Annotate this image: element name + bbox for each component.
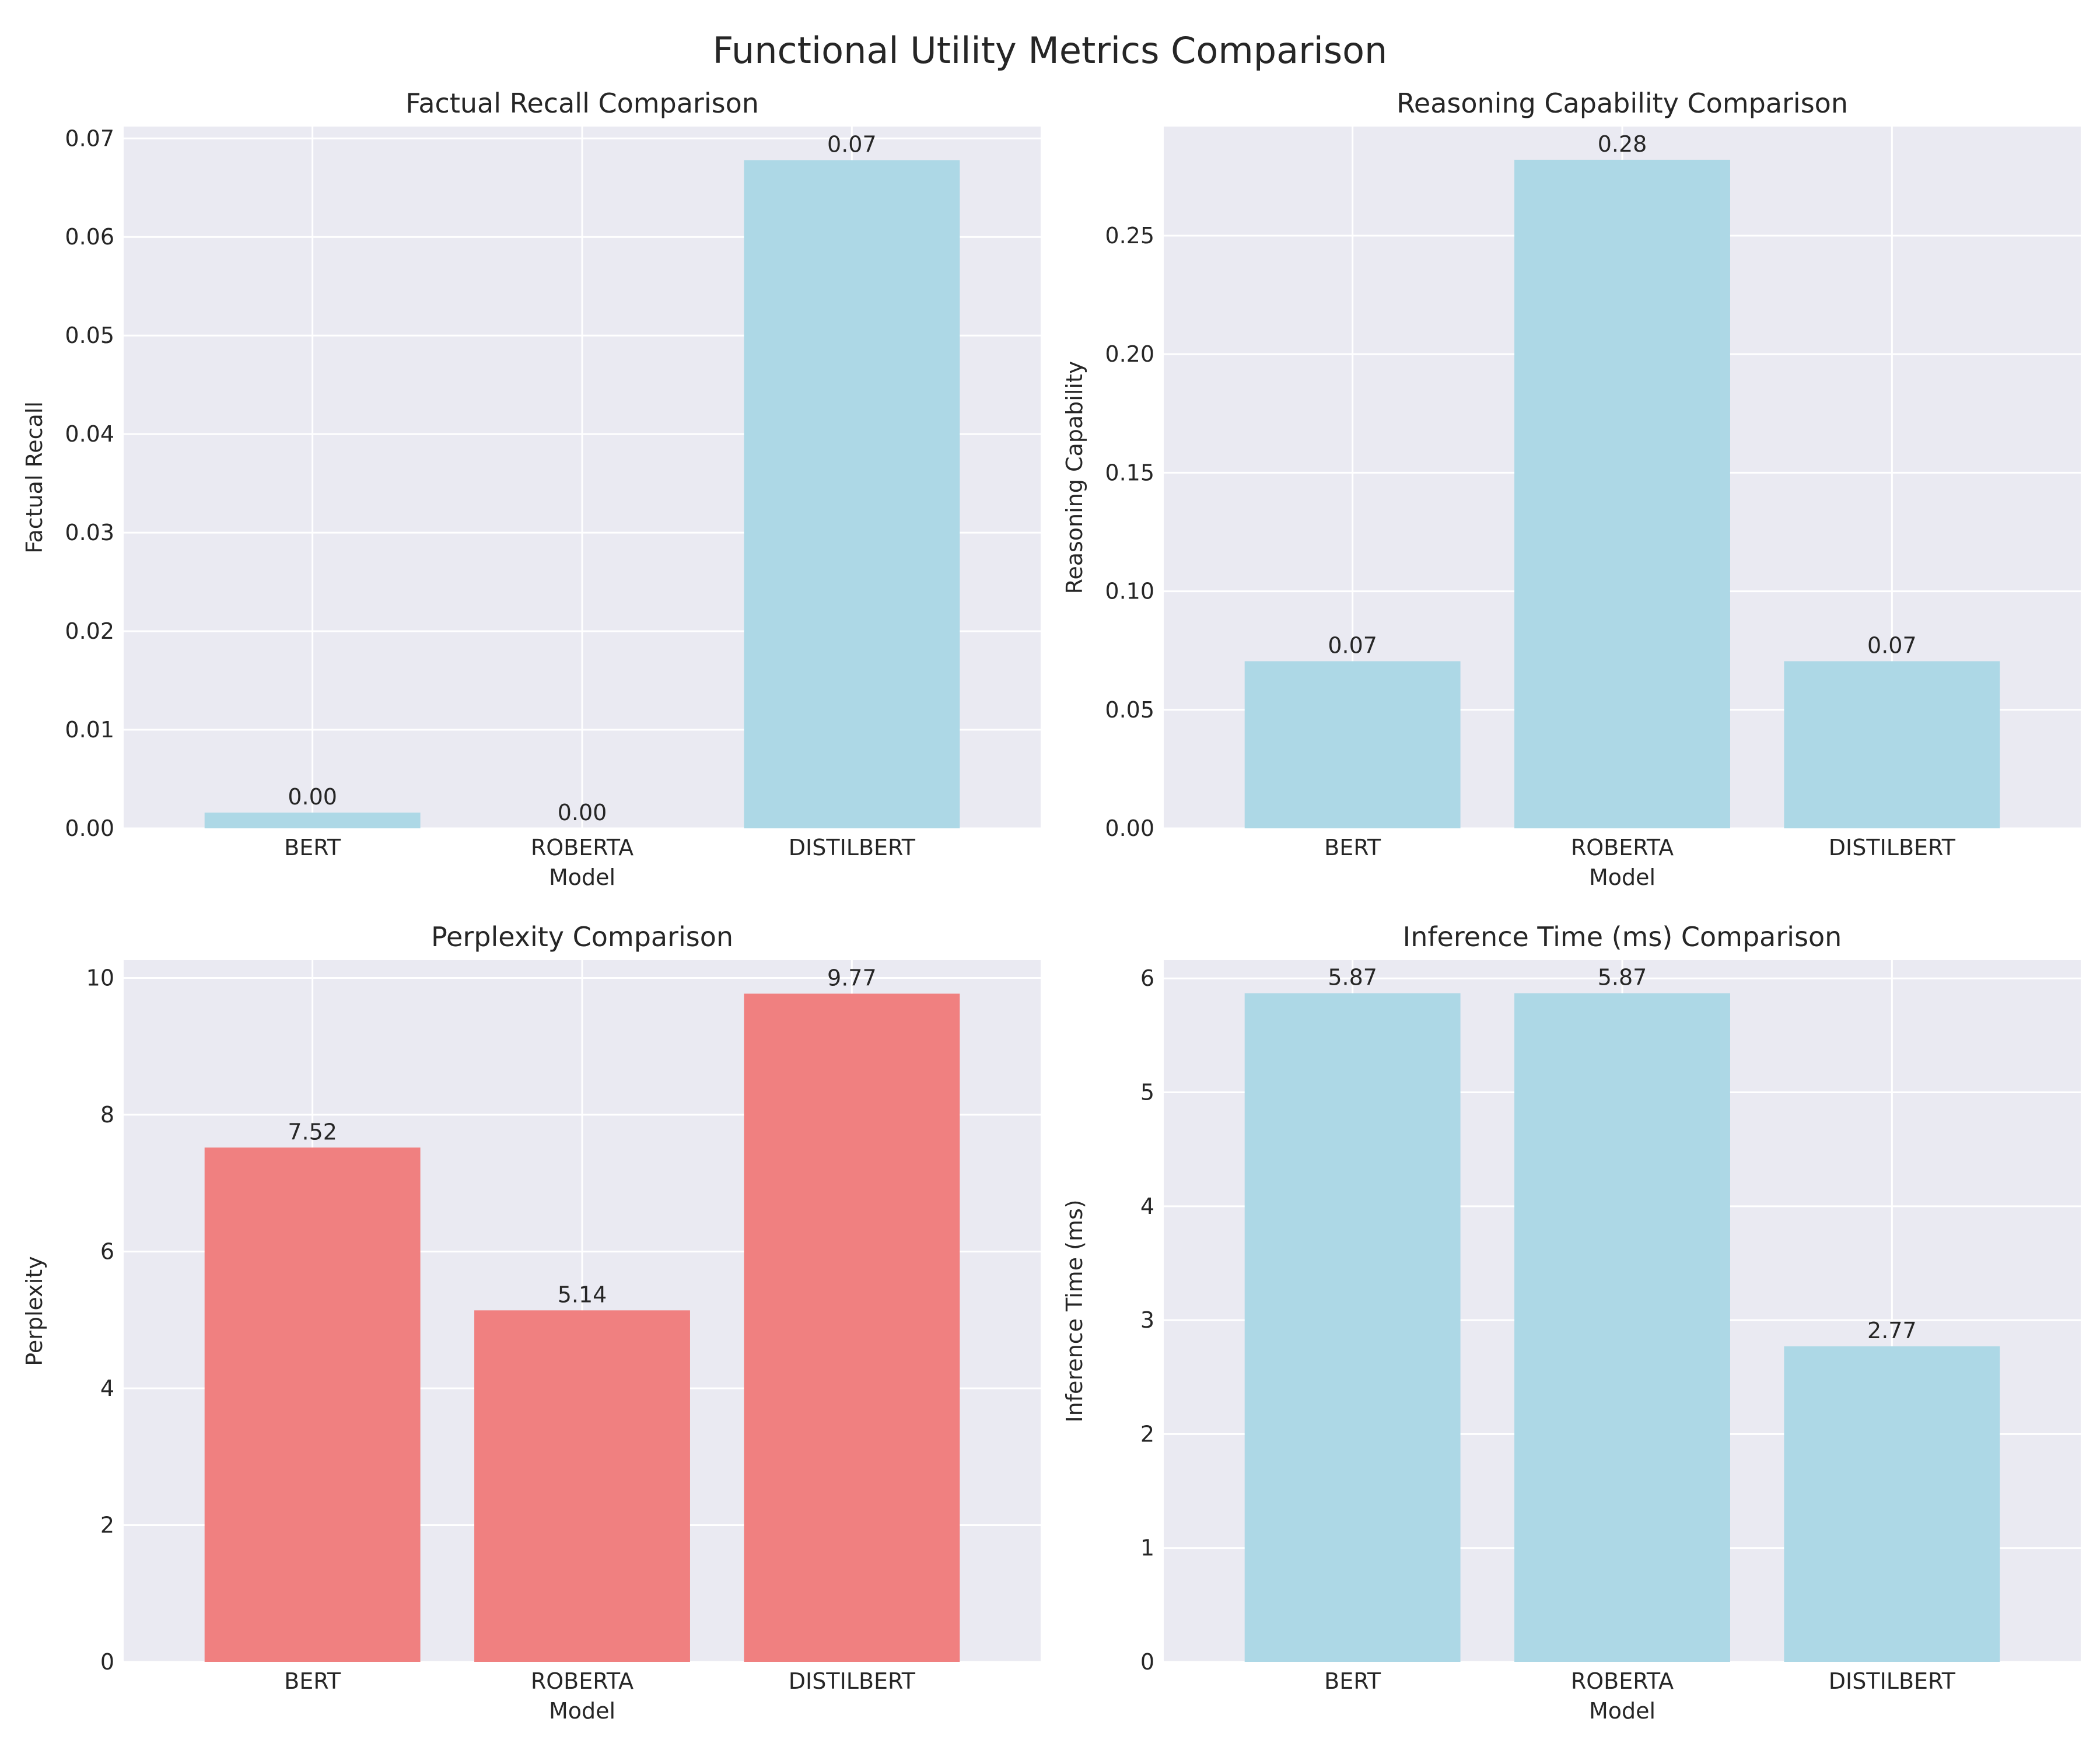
subplot-title: Perplexity Comparison	[431, 921, 733, 953]
x-tick-label: BERT	[284, 835, 341, 860]
y-tick-label: 1	[1140, 1535, 1154, 1561]
y-tick-label: 0.02	[65, 618, 114, 644]
y-tick-label: 0	[1140, 1649, 1154, 1675]
y-tick-label: 0.04	[65, 421, 114, 447]
bar-bert	[1244, 993, 1461, 1662]
y-tick-label: 0.20	[1105, 341, 1154, 367]
x-tick-label: BERT	[1324, 1668, 1381, 1694]
data-label: 2.77	[1867, 1318, 1917, 1343]
bar-bert	[204, 812, 421, 828]
y-axis-label: Reasoning Capability	[1062, 361, 1087, 594]
y-tick-label: 0.25	[1105, 223, 1154, 249]
bar-bert	[204, 1147, 421, 1662]
y-tick-label: 0.03	[65, 520, 114, 545]
x-tick-label: DISTILBERT	[1829, 1668, 1956, 1694]
x-tick-label: ROBERTA	[531, 835, 634, 860]
x-axis-label: Model	[1589, 864, 1656, 890]
data-label: 0.00	[288, 784, 337, 810]
y-tick-label: 0.00	[1105, 816, 1154, 841]
y-tick-label: 0.01	[65, 717, 114, 743]
x-tick-label: ROBERTA	[531, 1668, 634, 1694]
bar-distilbert	[1784, 661, 2000, 828]
x-tick-label: ROBERTA	[1571, 835, 1674, 860]
data-label: 0.07	[1867, 632, 1917, 658]
figure-title: Functional Utility Metrics Comparison	[713, 29, 1388, 72]
y-tick-label: 4	[1140, 1194, 1154, 1219]
y-tick-label: 3	[1140, 1307, 1154, 1333]
subplot-title: Factual Recall Comparison	[405, 88, 759, 119]
data-label: 5.87	[1328, 965, 1377, 991]
subplot-grid: 0.00 0.01 0.02 0.03 0.04 0.05 0.06 0.07 0.00 BERT…	[22, 88, 2081, 1724]
y-tick-label: 0.15	[1105, 460, 1154, 485]
bar-distilbert	[1784, 1346, 2000, 1662]
data-label: 9.77	[827, 965, 877, 991]
x-tick-label: DISTILBERT	[789, 835, 916, 860]
y-tick-label: 6	[1140, 965, 1154, 991]
subplot-4: 0 1 2 3 4 5 6 5.87 BERT 5.87 ROBERTA 2.77 DISTILBERT…	[1062, 921, 2081, 1724]
bar-roberta	[1514, 159, 1730, 828]
bar-roberta	[474, 1310, 690, 1662]
x-tick-label: BERT	[1324, 835, 1381, 860]
subplot-3: 0 2 4 6 8 10 7.52 BERT 5.14 ROBERTA 9.77 DISTILBERT…	[22, 921, 1041, 1724]
y-tick-label: 8	[100, 1102, 114, 1128]
bar-distilbert	[744, 160, 960, 828]
y-tick-label: 10	[86, 965, 114, 991]
x-tick-label: ROBERTA	[1571, 1668, 1674, 1694]
x-axis-label: Model	[1589, 1698, 1656, 1724]
subplot-title: Inference Time (ms) Comparison	[1403, 921, 1842, 953]
y-tick-label: 0.05	[65, 323, 114, 348]
y-tick-label: 0.05	[1105, 697, 1154, 723]
bar-bert	[1244, 661, 1461, 828]
data-label: 0.07	[1328, 632, 1377, 658]
x-tick-label: BERT	[284, 1668, 341, 1694]
data-label: 0.28	[1598, 131, 1647, 157]
y-axis-label: Perplexity	[22, 1256, 47, 1366]
subplot-title: Reasoning Capability Comparison	[1396, 88, 1848, 119]
data-label: 5.14	[558, 1282, 607, 1307]
y-axis-label: Inference Time (ms)	[1062, 1199, 1087, 1422]
y-tick-label: 0.10	[1105, 579, 1154, 604]
x-axis-label: Model	[549, 864, 615, 890]
y-axis-label: Factual Recall	[22, 401, 47, 554]
y-tick-label: 6	[100, 1238, 114, 1264]
data-label: 5.87	[1598, 965, 1647, 991]
subplot-2: 0.00 0.05 0.10 0.15 0.20 0.25 0.07 BERT 0.28 ROBE…	[1062, 88, 2081, 890]
x-tick-label: DISTILBERT	[1829, 835, 1956, 860]
data-label: 0.07	[827, 131, 877, 157]
y-tick-label: 2	[100, 1512, 114, 1538]
data-label: 0.00	[558, 800, 607, 825]
y-tick-label: 0	[100, 1649, 114, 1675]
y-tick-label: 0.06	[65, 224, 114, 250]
y-tick-label: 0.00	[65, 816, 114, 841]
x-axis-label: Model	[549, 1698, 615, 1724]
y-tick-label: 5	[1140, 1080, 1154, 1105]
data-label: 7.52	[288, 1119, 337, 1144]
subplot-1: 0.00 0.01 0.02 0.03 0.04 0.05 0.06 0.07 0.00 BERT…	[22, 88, 1041, 890]
x-tick-label: DISTILBERT	[789, 1668, 916, 1694]
y-tick-label: 0.07	[65, 125, 114, 151]
y-tick-label: 2	[1140, 1421, 1154, 1447]
bar-distilbert	[744, 993, 960, 1662]
bar-roberta	[1514, 993, 1730, 1662]
y-tick-label: 4	[100, 1376, 114, 1401]
